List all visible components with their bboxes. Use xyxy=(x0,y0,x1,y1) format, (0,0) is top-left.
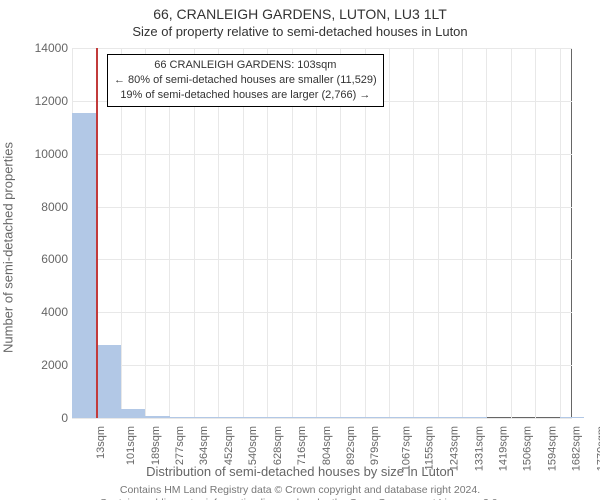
x-tick-label: 189sqm xyxy=(150,426,162,465)
y-tick-label: 8000 xyxy=(18,200,68,214)
histogram-bar xyxy=(389,417,413,418)
y-tick-label: 14000 xyxy=(18,41,68,55)
grid-line-h xyxy=(72,207,572,208)
grid-line-h xyxy=(72,259,572,260)
y-tick-label: 6000 xyxy=(18,252,68,266)
histogram-bar xyxy=(365,417,389,418)
y-tick-label: 12000 xyxy=(18,94,68,108)
grid-line-v xyxy=(413,48,414,418)
annotation-line-1: 66 CRANLEIGH GARDENS: 103sqm xyxy=(114,58,377,73)
plot-area: 66 CRANLEIGH GARDENS: 103sqm ← 80% of se… xyxy=(72,48,572,418)
histogram-bar xyxy=(243,417,267,418)
y-tick-label: 0 xyxy=(18,411,68,425)
annotation-line-3: 19% of semi-detached houses are larger (… xyxy=(114,88,377,103)
grid-line-h xyxy=(72,154,572,155)
grid-line-v xyxy=(511,48,512,418)
y-axis-title: Number of semi-detached properties xyxy=(1,142,16,353)
grid-line-v xyxy=(560,48,561,418)
histogram-bar xyxy=(267,417,291,418)
x-tick-label: 13sqm xyxy=(95,426,107,459)
histogram-bar xyxy=(292,417,316,418)
y-tick-label: 2000 xyxy=(18,358,68,372)
chart-container: 66, CRANLEIGH GARDENS, LUTON, LU3 1LT Si… xyxy=(0,0,600,500)
grid-line-v xyxy=(535,48,536,418)
x-tick-label: 101sqm xyxy=(126,426,138,465)
histogram-bar xyxy=(218,417,242,418)
y-tick-label: 4000 xyxy=(18,305,68,319)
histogram-bar xyxy=(560,417,584,418)
histogram-bar xyxy=(72,113,96,418)
x-tick-label: 979sqm xyxy=(369,426,381,465)
grid-line-h xyxy=(72,312,572,313)
histogram-bar xyxy=(462,417,486,418)
x-tick-label: 277sqm xyxy=(174,426,186,465)
footer-line-1: Contains HM Land Registry data © Crown c… xyxy=(0,484,600,496)
histogram-bar xyxy=(438,417,462,418)
x-axis-title: Distribution of semi-detached houses by … xyxy=(0,464,600,479)
x-tick-label: 452sqm xyxy=(223,426,235,465)
histogram-bar xyxy=(413,417,437,418)
histogram-bar xyxy=(169,417,193,418)
x-tick-label: 804sqm xyxy=(321,426,333,465)
chart-title-sub: Size of property relative to semi-detach… xyxy=(0,24,600,39)
x-tick-label: 364sqm xyxy=(199,426,211,465)
y-tick-label: 10000 xyxy=(18,147,68,161)
grid-line-h xyxy=(72,48,572,49)
x-tick-label: 892sqm xyxy=(345,426,357,465)
chart-title-main: 66, CRANLEIGH GARDENS, LUTON, LU3 1LT xyxy=(0,6,600,22)
histogram-bar xyxy=(96,345,120,418)
grid-line-h xyxy=(72,365,572,366)
grid-line-h xyxy=(72,418,572,419)
marker-line xyxy=(96,48,98,418)
histogram-bar xyxy=(145,416,169,418)
x-tick-label: 628sqm xyxy=(272,426,284,465)
grid-line-v xyxy=(438,48,439,418)
grid-line-v xyxy=(389,48,390,418)
histogram-bar xyxy=(194,417,218,418)
annotation-line-2: ← 80% of semi-detached houses are smalle… xyxy=(114,73,377,88)
histogram-bar xyxy=(316,417,340,418)
histogram-bar xyxy=(340,417,364,418)
annotation-box: 66 CRANLEIGH GARDENS: 103sqm ← 80% of se… xyxy=(107,54,384,107)
grid-line-v xyxy=(486,48,487,418)
grid-line-v xyxy=(462,48,463,418)
x-tick-label: 716sqm xyxy=(296,426,308,465)
x-tick-label: 540sqm xyxy=(247,426,259,465)
histogram-bar xyxy=(121,409,145,418)
